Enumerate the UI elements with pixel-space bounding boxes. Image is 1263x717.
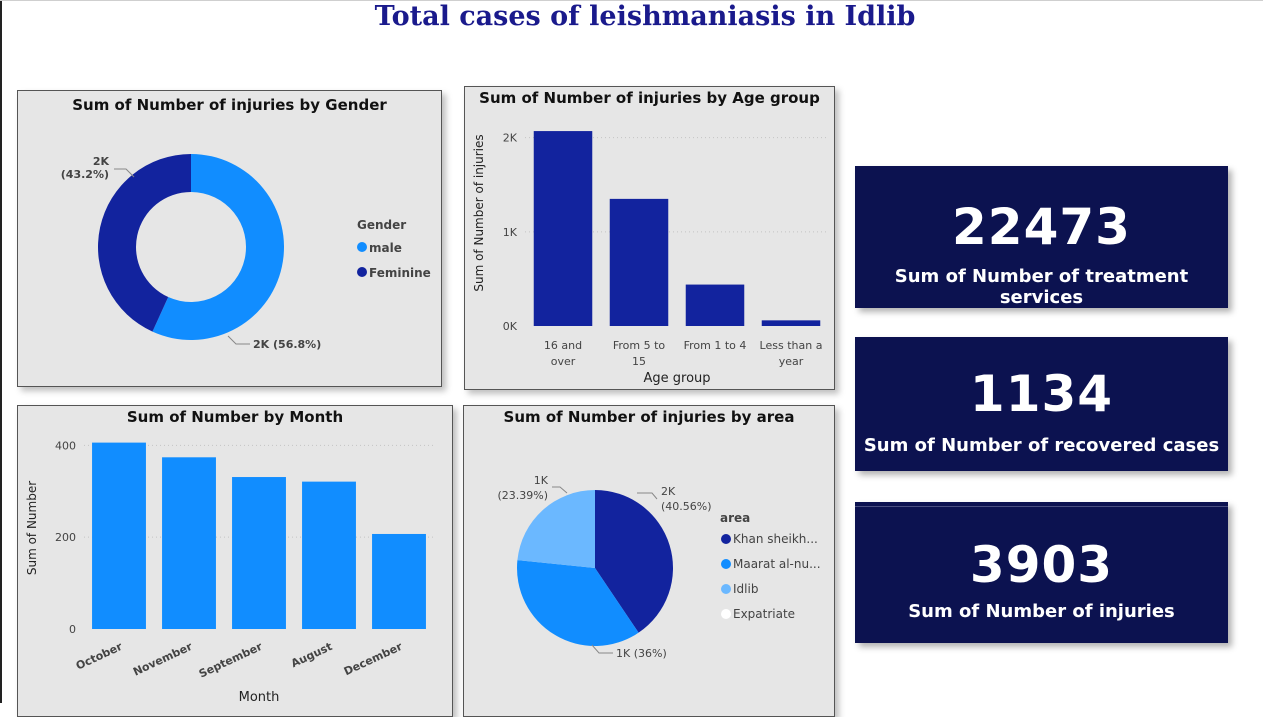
donut-slice-male xyxy=(152,154,284,340)
kpi-value: 1134 xyxy=(969,365,1114,423)
bar xyxy=(761,320,821,326)
age-chart-title: Sum of Number of injuries by Age group xyxy=(479,89,820,107)
area-pie-chart: 2K (40.56%) 1K (36%) 1K (23.39%) area Khan she… xyxy=(497,474,821,660)
leader-line-feminine xyxy=(114,168,135,178)
x-tick-label: 16 and xyxy=(544,339,582,352)
page-title: Total cases of leishmaniasis in Idlib xyxy=(374,1,916,32)
leader-line-khan-sheikh xyxy=(637,492,658,500)
bar xyxy=(372,533,426,629)
data-label-idlib-value: 1K xyxy=(534,474,549,487)
y-tick-label: 200 xyxy=(55,531,76,544)
bar xyxy=(232,477,286,629)
y-tick-label: 0K xyxy=(503,320,518,333)
leader-line-idlib xyxy=(552,486,568,494)
y-tick-label: 1K xyxy=(503,226,518,239)
kpi-label: Sum of Number of injuries xyxy=(908,601,1175,622)
legend-label-1: Maarat al-nu... xyxy=(733,557,821,571)
data-label-male: 2K (56.8%) xyxy=(253,338,321,351)
gender-donut-chart: 2K (56.8%) 2K(43.2%) Gender male Feminine xyxy=(61,154,431,351)
pie-slice-0 xyxy=(595,490,673,633)
kpi-card-treatment-services[interactable]: 22473 Sum of Number of treatment service… xyxy=(855,166,1228,308)
data-label-khan-sheikh-value: 2K xyxy=(661,485,676,498)
legend-marker-feminine xyxy=(357,267,367,277)
age-bar-chart: 0K 1K 2K 16 and over From 5 to 15 From 1 to 4 Le… xyxy=(472,131,829,386)
data-label-idlib-percent: (23.39%) xyxy=(497,489,548,502)
kpi-label: Sum of Number of treatment services xyxy=(894,266,1189,308)
legend-title: area xyxy=(720,511,750,525)
area-pie-panel[interactable]: Sum of Number of injuries by area 2K (40.… xyxy=(463,405,835,717)
x-tick-label: December xyxy=(342,640,405,679)
pie-slice-1 xyxy=(517,560,639,646)
x-tick-label: 15 xyxy=(632,355,646,368)
legend-marker-2 xyxy=(721,584,731,594)
legend-marker-1 xyxy=(721,559,731,569)
legend-marker-0 xyxy=(721,534,731,544)
donut-slice-feminine xyxy=(98,154,191,332)
month-chart-title: Sum of Number by Month xyxy=(126,408,344,426)
x-tick-label: November xyxy=(131,640,195,679)
kpi-value: 22473 xyxy=(952,198,1131,256)
area-chart-title: Sum of Number of injuries by area xyxy=(503,408,795,426)
legend-label-3: Expatriate xyxy=(733,607,795,621)
data-label-feminine-value: 2K xyxy=(93,155,110,168)
kpi-divider xyxy=(855,506,1228,507)
y-tick-label: 0 xyxy=(69,623,76,636)
leader-line-male xyxy=(227,335,250,345)
kpi-card-recovered-cases[interactable]: 1134 Sum of Number of recovered cases xyxy=(855,337,1228,471)
bar xyxy=(162,457,216,629)
x-tick-label: over xyxy=(551,355,576,368)
bar xyxy=(685,284,745,326)
month-bar-chart: 0 200 400 October November September August Dec… xyxy=(25,439,434,705)
legend-label-2: Idlib xyxy=(733,582,758,596)
kpi-card-injuries[interactable]: 3903 Sum of Number of injuries xyxy=(855,502,1228,643)
kpi-label: Sum of Number of recovered cases xyxy=(863,435,1220,456)
y-axis-label: Sum of Number xyxy=(25,481,39,575)
left-frame-line xyxy=(0,0,2,703)
month-panel[interactable]: Sum of Number by Month 0 200 400 October Nov… xyxy=(17,405,453,717)
bar xyxy=(609,198,669,326)
bar xyxy=(533,131,593,326)
bar xyxy=(92,442,146,629)
data-label-maarat: 1K (36%) xyxy=(616,647,667,660)
data-label-khan-sheikh-percent: (40.56%) xyxy=(661,500,712,513)
x-tick-label: October xyxy=(74,640,125,673)
gender-donut-panel[interactable]: Sum of Number of injuries by Gender 2K (… xyxy=(17,90,442,387)
y-axis-label: Sum of Number of injuries xyxy=(472,134,486,291)
age-group-panel[interactable]: Sum of Number of injuries by Age group 0… xyxy=(464,86,835,390)
legend-label-feminine: Feminine xyxy=(369,266,431,280)
x-axis-label: Age group xyxy=(643,371,710,386)
legend-label-male: male xyxy=(369,241,402,255)
x-tick-label: August xyxy=(289,640,334,670)
x-tick-label: September xyxy=(197,640,265,681)
legend-marker-3 xyxy=(721,609,731,619)
y-tick-label: 400 xyxy=(55,439,76,452)
data-label-feminine-percent: (43.2%) xyxy=(61,168,109,181)
x-tick-label: year xyxy=(779,355,804,368)
y-tick-label: 2K xyxy=(503,132,518,145)
x-tick-label: From 5 to xyxy=(613,339,666,352)
top-frame-line xyxy=(0,0,1263,1)
x-axis-label: Month xyxy=(239,690,280,705)
legend-marker-male xyxy=(357,242,367,252)
legend-label-0: Khan sheikh... xyxy=(733,532,818,546)
legend-title: Gender xyxy=(357,218,406,232)
bar xyxy=(302,481,356,629)
pie-slice-2 xyxy=(517,490,595,568)
gender-chart-title: Sum of Number of injuries by Gender xyxy=(72,96,387,114)
kpi-value: 3903 xyxy=(969,536,1114,594)
leader-line-maarat xyxy=(591,644,613,654)
x-tick-label: From 1 to 4 xyxy=(684,339,747,352)
x-tick-label: Less than a xyxy=(760,339,823,352)
